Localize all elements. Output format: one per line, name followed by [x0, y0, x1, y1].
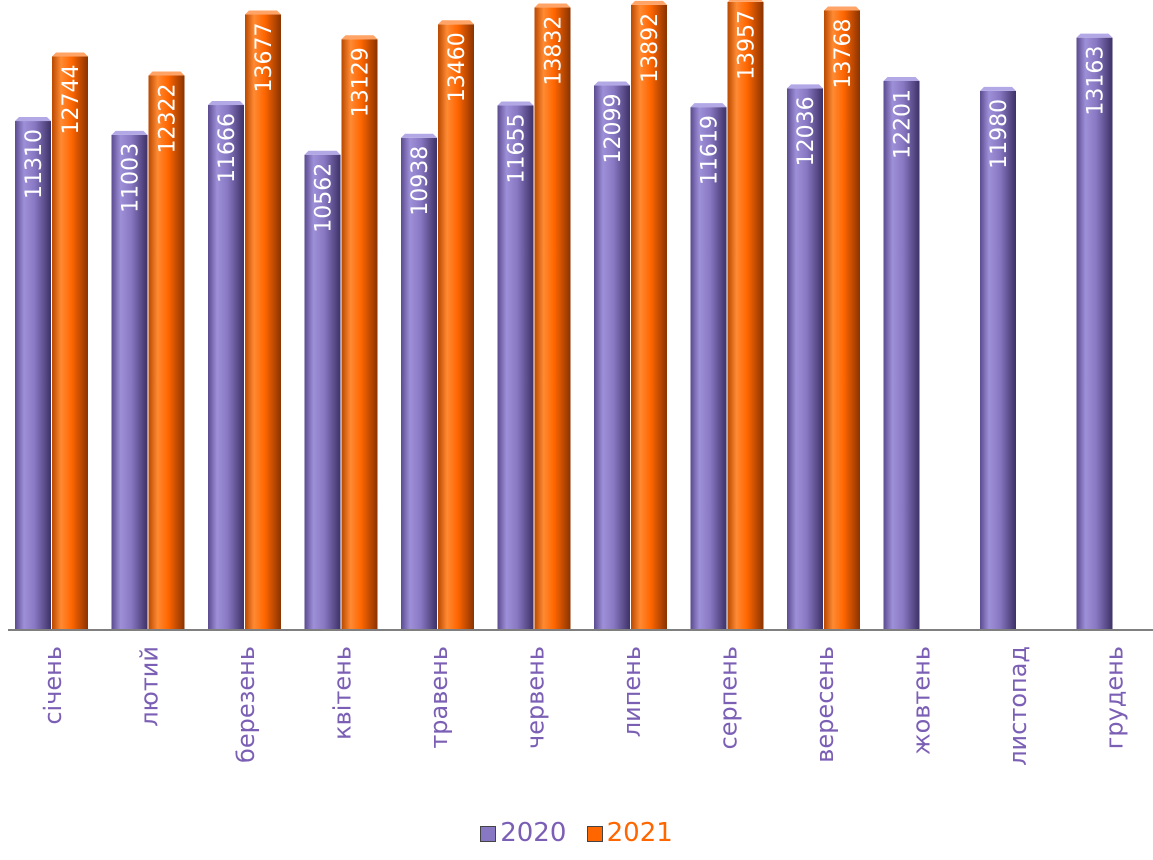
bar-2021-4	[341, 39, 378, 630]
category-label-12: грудень	[1101, 646, 1129, 749]
data-label-2021-8: 13957	[735, 10, 760, 80]
category-label-1: січень	[39, 646, 67, 725]
legend-label-2020: 2020	[500, 818, 567, 848]
bar-cap-2020-12	[1076, 33, 1113, 38]
bar-2020-1	[15, 121, 51, 631]
bar-2021-8	[727, 1, 764, 631]
data-label-2021-4: 13129	[349, 47, 374, 117]
data-label-2020-4: 10562	[312, 163, 337, 233]
bar-2020-11	[980, 90, 1016, 630]
category-label-5: травень	[425, 646, 453, 749]
bar-2021-7	[631, 4, 667, 631]
bar-cap-2021-2	[148, 71, 185, 76]
bar-cap-2021-8	[727, 0, 764, 2]
category-label-2: лютий	[136, 646, 164, 727]
data-label-2020-6: 11655	[505, 114, 530, 184]
data-label-2020-2: 11003	[119, 143, 144, 213]
data-label-2020-12: 13163	[1084, 46, 1109, 116]
bar-cap-2020-3	[208, 101, 244, 106]
data-label-2021-6: 13832	[542, 16, 567, 86]
bar-cap-2020-9	[787, 84, 823, 89]
category-label-11: листопад	[1004, 646, 1032, 766]
legend-label-2021: 2021	[606, 818, 673, 848]
data-label-2021-1: 12744	[59, 65, 84, 135]
data-label-2020-1: 11310	[22, 129, 47, 199]
bar-2020-5	[401, 137, 437, 631]
legend-swatch-2020	[480, 825, 497, 842]
category-label-8: серпень	[715, 646, 743, 750]
bar-2020-10	[883, 80, 920, 630]
bar-2020-3	[208, 105, 244, 630]
category-label-9: вересень	[811, 646, 839, 763]
bar-cap-2020-4	[304, 150, 341, 155]
bar-cap-2020-6	[497, 101, 534, 106]
bar-cap-2021-5	[438, 20, 474, 25]
bar-cap-2021-6	[534, 3, 571, 8]
bar-2021-6	[534, 7, 571, 631]
category-label-10: жовтень	[908, 646, 936, 755]
bar-cap-2020-11	[980, 86, 1016, 91]
data-label-2020-11: 11980	[987, 99, 1012, 169]
category-label-6: червень	[522, 646, 550, 749]
bar-2020-12	[1076, 37, 1113, 631]
bar-cap-2020-7	[594, 81, 630, 86]
category-label-7: липень	[618, 646, 646, 737]
bar-2020-9	[787, 88, 823, 630]
bar-2020-4	[304, 154, 341, 630]
bar-cap-2020-5	[401, 133, 437, 138]
data-label-2021-5: 13460	[445, 32, 470, 102]
bar-2021-5	[438, 24, 474, 631]
bar-cap-2020-8	[690, 103, 727, 108]
bar-cap-2021-1	[52, 52, 88, 57]
bar-2021-9	[824, 10, 860, 630]
data-label-2020-3: 11666	[215, 113, 240, 183]
data-label-2020-10: 12201	[891, 89, 916, 159]
bar-2021-2	[148, 75, 185, 630]
category-label-4: квітень	[329, 646, 357, 740]
bar-cap-2020-2	[111, 130, 148, 135]
data-label-2021-9: 13768	[831, 18, 856, 88]
bar-cap-2021-7	[631, 0, 667, 5]
bar-2021-3	[245, 14, 281, 631]
bar-cap-2021-4	[341, 35, 378, 40]
data-label-2020-9: 12036	[794, 96, 819, 166]
bar-2020-2	[111, 134, 148, 631]
category-label-3: березень	[232, 646, 260, 763]
legend: 2020 2021	[0, 818, 1153, 848]
bar-chart: 11310 12744 січень 11003 12322 лютий 11666 1367…	[8, 0, 1153, 766]
bar-cap-2020-10	[883, 76, 920, 81]
bar-2020-6	[497, 105, 534, 630]
data-label-2021-2: 12322	[156, 84, 181, 154]
bar-cap-2021-3	[245, 10, 281, 15]
data-label-2020-7: 12099	[601, 94, 626, 164]
bar-2020-8	[690, 107, 727, 630]
bar-2021-1	[52, 56, 88, 630]
legend-item-2020: 2020	[480, 818, 566, 848]
bar-cap-2021-9	[824, 6, 860, 11]
data-label-2021-7: 13892	[638, 13, 663, 83]
legend-swatch-2021	[586, 825, 603, 842]
data-label-2021-3: 13677	[252, 23, 277, 93]
data-label-2020-8: 11619	[698, 115, 723, 185]
bar-cap-2020-1	[15, 117, 51, 122]
bar-2020-7	[594, 85, 630, 631]
legend-item-2021: 2021	[586, 818, 673, 848]
data-label-2020-5: 10938	[408, 146, 433, 216]
